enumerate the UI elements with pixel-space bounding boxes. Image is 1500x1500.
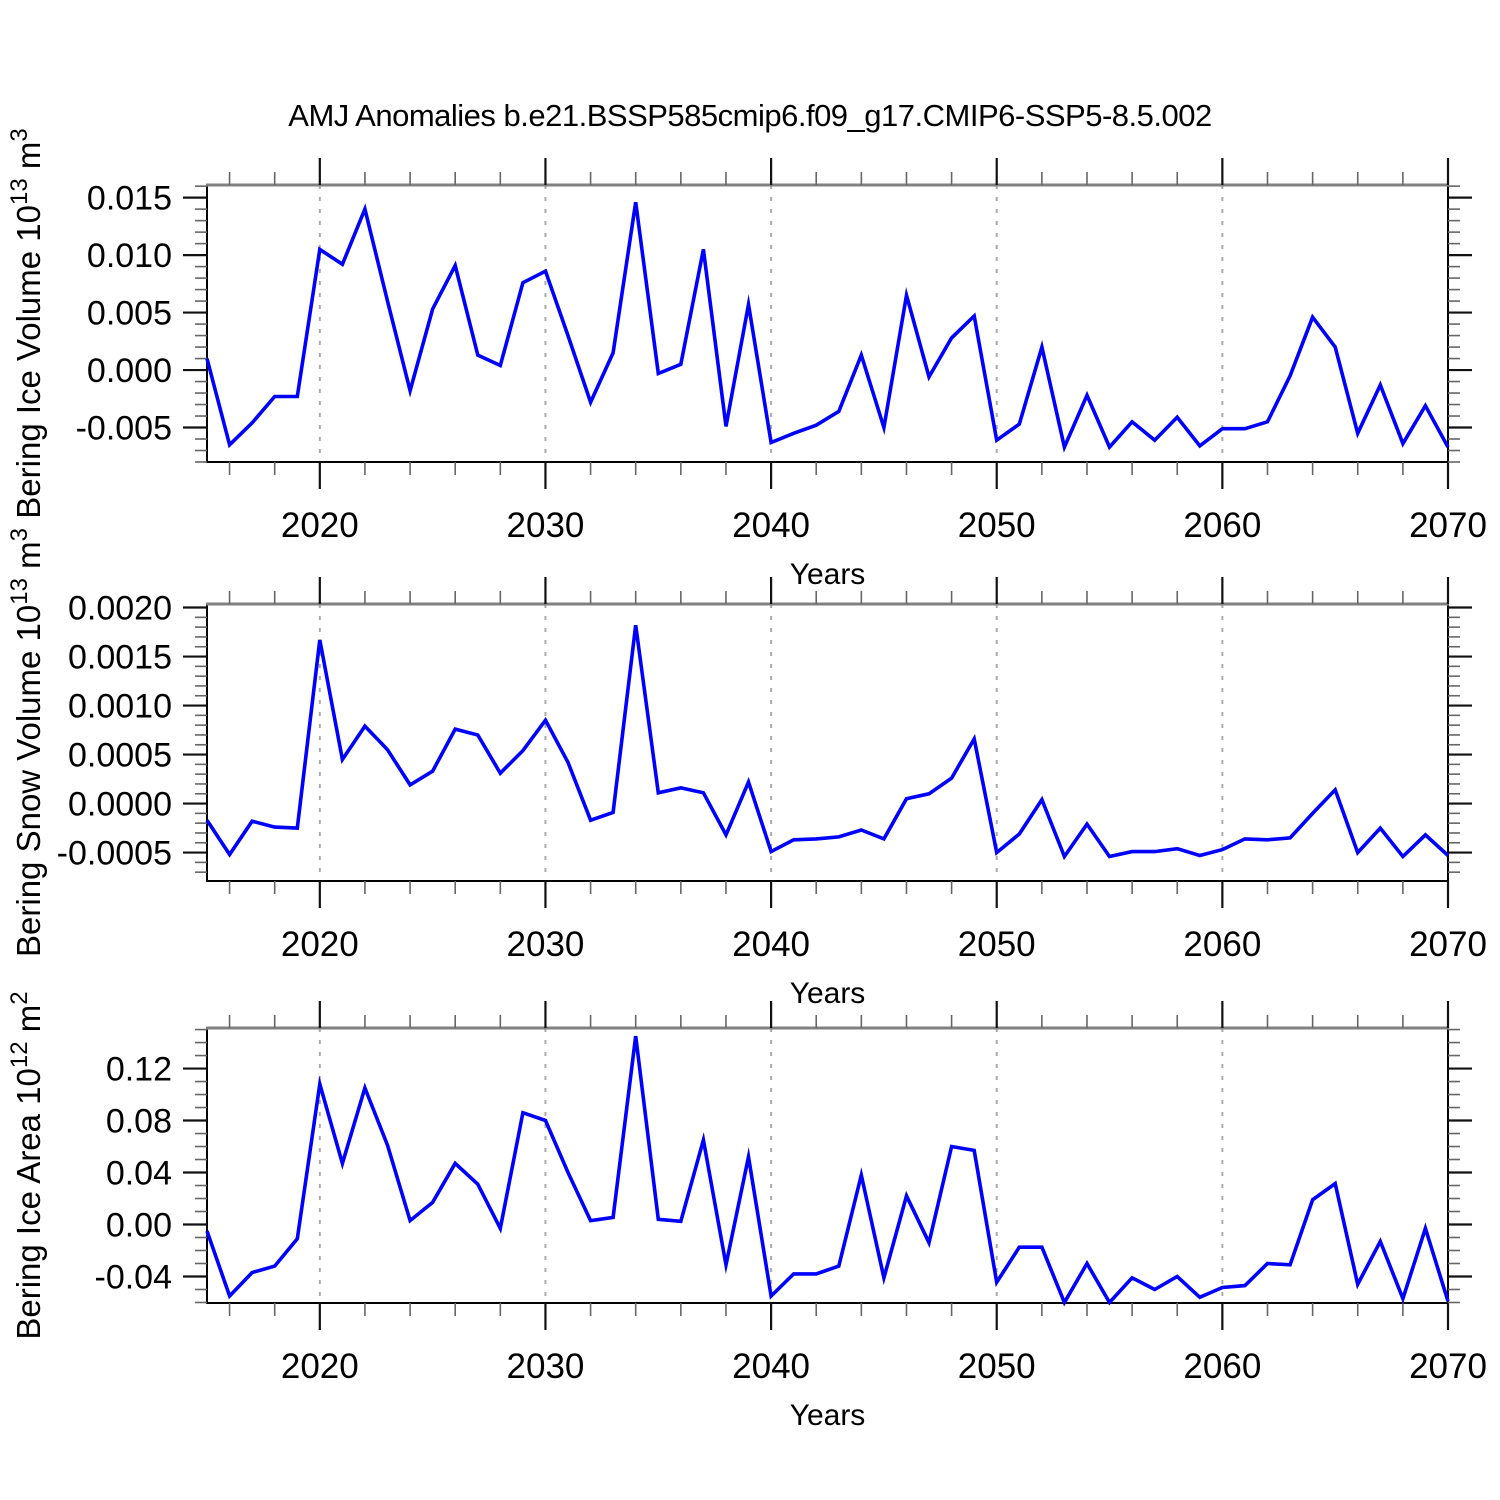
x-tick-label: 2050 [958,506,1036,545]
panel-bering-ice-area: 0.12 0.08 0.04 0.00 -0.04 2020 2030 2040 2050 206… [6,991,1487,1432]
x-tick-label: 2040 [732,925,810,964]
x-tick-label: 2030 [507,1347,585,1386]
x-tick-label: 2060 [1183,1347,1261,1386]
x-tick-label: 2070 [1409,506,1487,545]
x-tick-label: 2040 [732,1347,810,1386]
x-tick-label: 2030 [507,506,585,545]
y-tick-label: -0.0005 [57,835,172,873]
x-tick-label: 2050 [958,1347,1036,1386]
x-tick-label: 2030 [507,925,585,964]
panel-bering-ice-volume: 0.015 0.010 0.005 0.000 -0.005 2020 2030 2040 20… [6,128,1487,591]
y-tick-label: 0.0015 [68,639,172,677]
y-tick-label: 0.0000 [68,786,172,824]
y-tick-label: 0.010 [87,237,172,275]
y-tick-label: 0.000 [87,352,172,390]
x-tick-label: 2040 [732,506,810,545]
x-tick-label: 2050 [958,925,1036,964]
y-tick-label: 0.005 [87,295,172,333]
y-axis-title: Bering Ice Area 1012 m2 [6,991,47,1339]
panel-bering-snow-volume: 0.0020 0.0015 0.0010 0.0005 0.0000 -0.0005 202… [6,528,1487,1010]
x-tick-label: 2020 [281,506,359,545]
y-tick-label: 0.08 [106,1103,172,1141]
x-tick-label: 2020 [281,1347,359,1386]
y-axis-title: Bering Ice Volume 1013 m3 [6,128,47,518]
y-tick-label: 0.12 [106,1051,172,1089]
x-tick-label: 2070 [1409,1347,1487,1386]
y-tick-label: -0.04 [95,1258,173,1296]
series-line [205,1035,1450,1307]
y-tick-label: 0.0010 [68,688,172,726]
y-tick-label: -0.005 [76,410,172,448]
chart-title: AMJ Anomalies b.e21.BSSP585cmip6.f09_g17… [288,98,1212,133]
series-line [205,201,1450,453]
series-line [205,624,1450,861]
x-axis-title: Years [790,1399,866,1432]
x-tick-label: 2060 [1183,925,1261,964]
y-axis-title: Bering Snow Volume 1013 m3 [6,528,47,957]
x-tick-label: 2070 [1409,925,1487,964]
y-tick-label: 0.00 [106,1207,172,1245]
y-tick-label: 0.0005 [68,737,172,775]
x-axis-title: Years [790,558,866,591]
x-axis-title: Years [790,977,866,1010]
x-tick-label: 2020 [281,925,359,964]
y-tick-label: 0.0020 [68,590,172,628]
y-tick-label: 0.04 [106,1155,172,1193]
x-tick-label: 2060 [1183,506,1261,545]
y-tick-label: 0.015 [87,180,172,218]
